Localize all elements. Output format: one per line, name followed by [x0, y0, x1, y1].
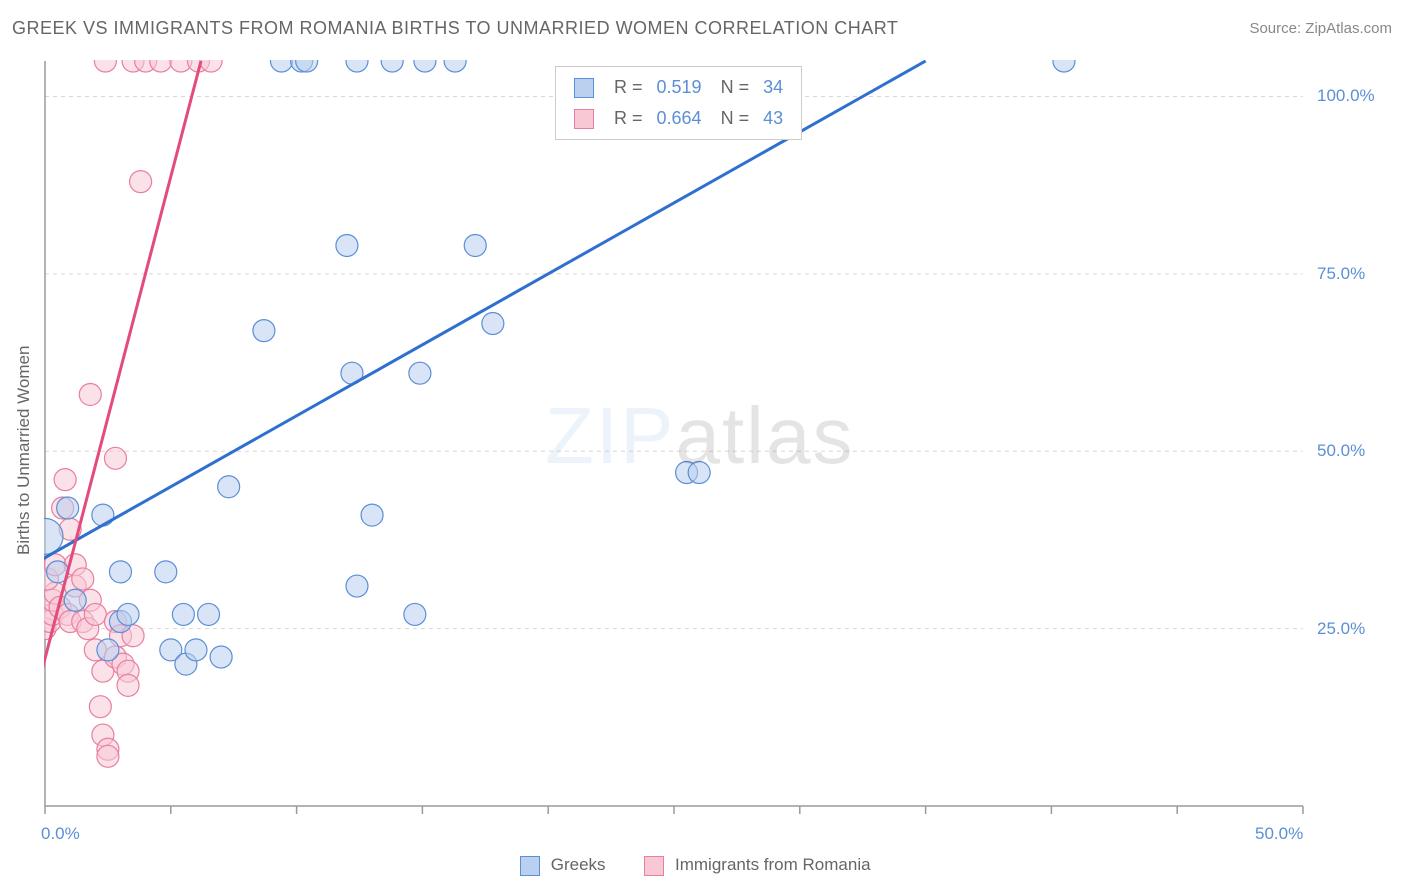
data-point [64, 589, 86, 611]
legend-series: Greeks Immigrants from Romania [520, 855, 905, 876]
data-point [92, 504, 114, 526]
data-point [482, 313, 504, 335]
legend-label: Greeks [551, 855, 606, 874]
data-point [155, 561, 177, 583]
legend-item: Immigrants from Romania [644, 855, 870, 874]
legend-swatch [574, 78, 594, 98]
legend-label: Immigrants from Romania [675, 855, 871, 874]
data-point [336, 234, 358, 256]
data-point [54, 469, 76, 491]
data-point [444, 60, 466, 72]
axis-tick-label: 100.0% [1317, 86, 1375, 106]
data-point [109, 561, 131, 583]
axis-tick-label: 75.0% [1317, 264, 1365, 284]
data-point [117, 603, 139, 625]
data-point [414, 60, 436, 72]
data-point [218, 476, 240, 498]
data-point [94, 60, 116, 72]
data-point [172, 603, 194, 625]
data-point [210, 646, 232, 668]
data-point [79, 383, 101, 405]
legend-item: Greeks [520, 855, 610, 874]
data-point [97, 639, 119, 661]
data-point [409, 362, 431, 384]
data-point [89, 696, 111, 718]
scatter-plot [44, 60, 1304, 830]
legend-correlation: R = 0.519 N = 34 R = 0.664 N = 43 [555, 66, 802, 140]
data-point [104, 447, 126, 469]
data-point [117, 674, 139, 696]
data-point [361, 504, 383, 526]
legend-swatch [574, 109, 594, 129]
legend-swatch [644, 856, 664, 876]
data-point [185, 639, 207, 661]
data-point [346, 60, 368, 72]
data-point [72, 568, 94, 590]
y-axis-label: Births to Unmarried Women [14, 346, 34, 555]
data-point [688, 462, 710, 484]
data-point [464, 234, 486, 256]
data-point [150, 60, 172, 72]
data-point [57, 497, 79, 519]
data-point [1053, 60, 1075, 72]
chart-title: GREEK VS IMMIGRANTS FROM ROMANIA BIRTHS … [12, 18, 898, 39]
legend-swatch [520, 856, 540, 876]
data-point [381, 60, 403, 72]
data-point [404, 603, 426, 625]
data-point [198, 603, 220, 625]
data-point [346, 575, 368, 597]
legend-correlation-table: R = 0.519 N = 34 R = 0.664 N = 43 [566, 71, 791, 135]
data-point [253, 320, 275, 342]
axis-tick-label: 25.0% [1317, 619, 1365, 639]
axis-tick-label: 50.0% [1255, 824, 1303, 844]
source-label: Source: ZipAtlas.com [1249, 20, 1392, 37]
axis-tick-label: 0.0% [41, 824, 80, 844]
data-point [84, 603, 106, 625]
data-point [97, 745, 119, 767]
data-point [130, 171, 152, 193]
data-point [271, 60, 293, 72]
axis-tick-label: 50.0% [1317, 441, 1365, 461]
